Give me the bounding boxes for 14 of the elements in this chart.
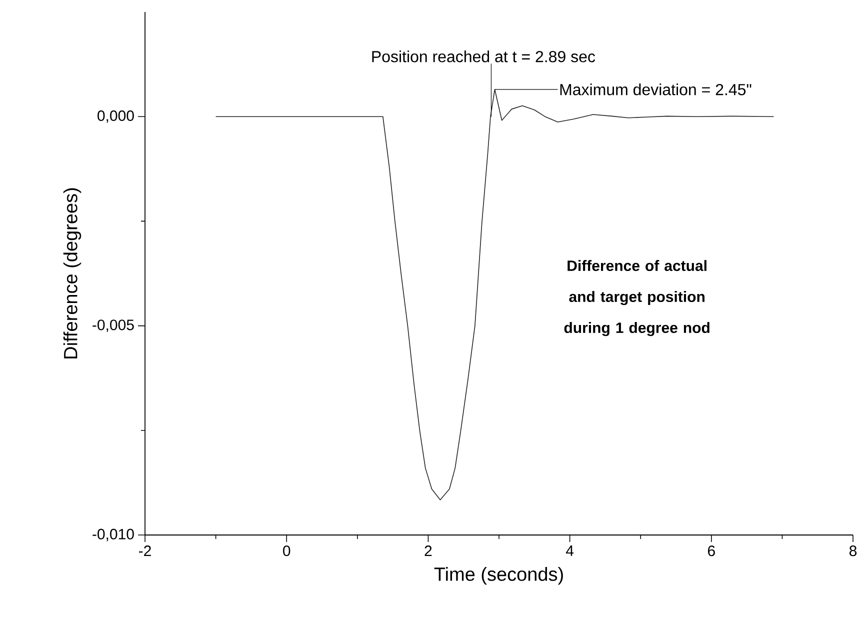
x-tick-label: 2 bbox=[424, 546, 432, 556]
y-tick-label: -0,010 bbox=[92, 528, 134, 542]
x-tick-label: 4 bbox=[566, 546, 574, 556]
x-tick-label: -2 bbox=[139, 546, 151, 556]
annotation: Maximum deviation = 2.45" bbox=[560, 84, 752, 96]
y-tick-label: 0,000 bbox=[98, 110, 134, 123]
text: Difference of actual and target position during 1 degree nod bbox=[564, 260, 710, 336]
x-tick-label: 6 bbox=[708, 546, 715, 556]
annotation: Position reached at t = 2.89 sec bbox=[372, 50, 596, 62]
x-tick-label: 8 bbox=[849, 546, 857, 556]
y-axis-title: Difference (degrees) bbox=[63, 188, 82, 358]
y-tick-label: -0,005 bbox=[92, 320, 134, 332]
x-tick-label: 0 bbox=[283, 546, 290, 556]
x-axis-title: Time (seconds) bbox=[434, 566, 563, 585]
